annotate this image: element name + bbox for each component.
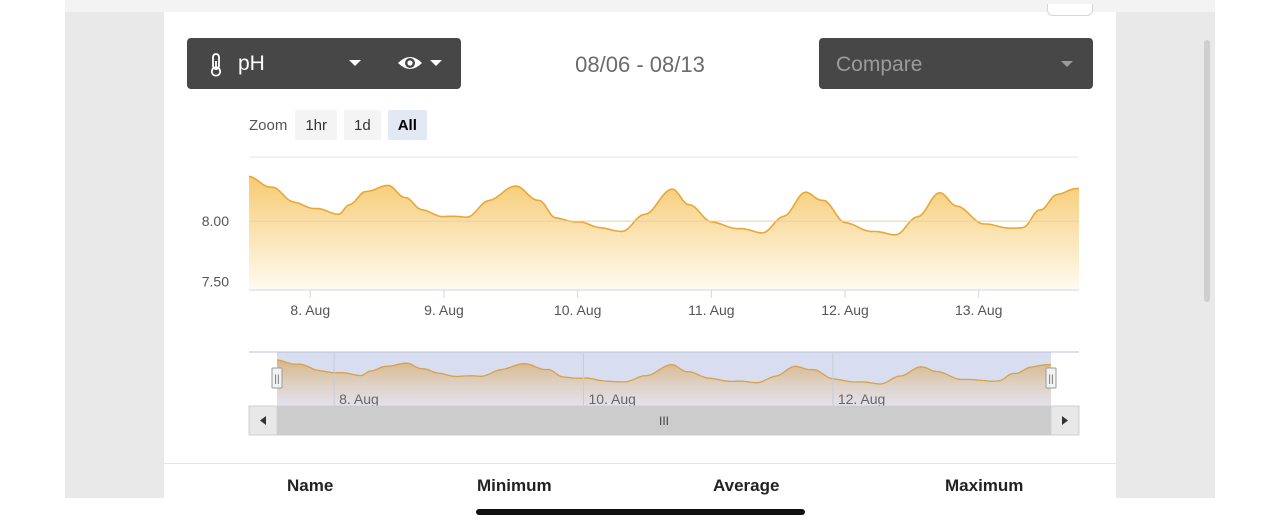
thermometer-icon <box>209 53 223 82</box>
date-range: 08/06 - 08/13 <box>575 52 705 77</box>
x-tick-label: 11. Aug <box>688 302 734 318</box>
eye-icon[interactable] <box>397 54 423 77</box>
navigator-x-label: 10. Aug <box>588 391 636 407</box>
ph-area <box>249 176 1079 290</box>
compare-placeholder: Compare <box>836 53 923 76</box>
card-corner-button[interactable] <box>1047 4 1093 16</box>
y-tick-label: 7.50 <box>202 274 229 290</box>
top-strip <box>65 0 1215 12</box>
x-tick-label: 10. Aug <box>554 302 602 318</box>
home-indicator <box>476 509 805 515</box>
stats-header: Name Minimum Average Maximum <box>164 463 1116 498</box>
chevron-down-icon[interactable] <box>430 60 442 66</box>
x-tick-label: 12. Aug <box>821 302 869 318</box>
navigator-area <box>277 359 1051 406</box>
parameter-select[interactable]: pH <box>187 38 461 89</box>
chevron-down-icon <box>1061 61 1073 67</box>
page-scrollbar[interactable] <box>1204 40 1210 302</box>
navigator-x-label: 12. Aug <box>838 391 886 407</box>
parameter-label: pH <box>238 52 265 75</box>
x-tick-label: 13. Aug <box>955 302 1003 318</box>
scroll-left-icon <box>260 416 266 425</box>
navigator-x-label: 8. Aug <box>339 391 379 407</box>
scrollbar-grip: III <box>659 414 669 428</box>
zoom-1hr-button[interactable]: 1hr <box>295 110 338 140</box>
zoom-label: Zoom <box>249 116 288 134</box>
scrollbar-thumb <box>277 406 1051 435</box>
navigator-handle-right <box>1045 367 1057 389</box>
zoom-1d-button[interactable]: 1d <box>344 110 381 140</box>
main-plot[interactable]: 8.00 7.50 8. Aug 9. Aug 10. Aug 11. Aug 12. Au… <box>202 156 1080 318</box>
y-tick-label: 8.00 <box>202 213 229 229</box>
ph-chart: 8.00 7.50 8. Aug 9. Aug 10. Aug 11. Aug 12. Au… <box>202 156 1080 436</box>
scroll-right-icon <box>1062 416 1068 425</box>
ph-line <box>248 175 1080 236</box>
navigator-handle-grip: || <box>274 374 279 385</box>
compare-select[interactable]: Compare <box>819 38 1093 89</box>
stats-col-name: Name <box>287 476 334 495</box>
zoom-controls: Zoom 1hr 1d All <box>249 110 434 140</box>
stats-col-average: Average <box>713 476 780 495</box>
chevron-down-icon[interactable] <box>349 60 361 66</box>
zoom-all-button[interactable]: All <box>387 110 427 140</box>
stats-col-maximum: Maximum <box>945 476 1024 495</box>
stats-col-minimum: Minimum <box>477 476 552 495</box>
navigator-line <box>276 359 1052 385</box>
navigator-handle-left <box>271 367 283 389</box>
navigator-handle-grip: || <box>1048 374 1053 385</box>
navigator[interactable]: 8. Aug 10. Aug 12. Aug || || III <box>248 351 1080 436</box>
x-tick-label: 9. Aug <box>424 302 464 318</box>
x-tick-label: 8. Aug <box>290 302 330 318</box>
